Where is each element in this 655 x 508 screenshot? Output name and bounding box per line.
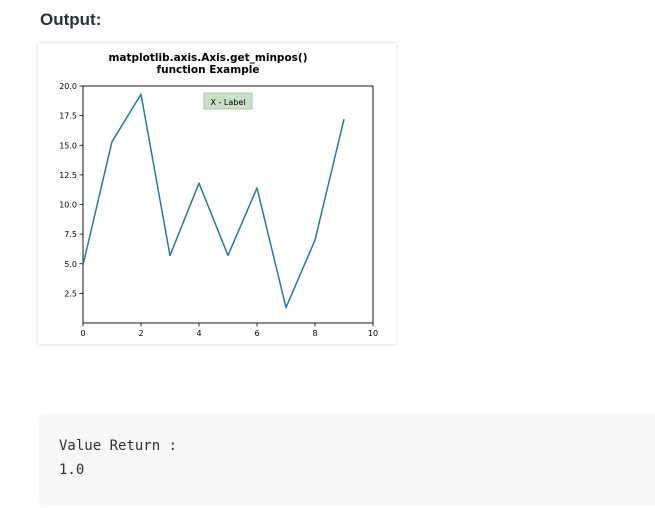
output-line-value-label: Value Return : (59, 438, 178, 454)
y-tick-label-7.5: 7.5 (64, 230, 77, 239)
y-tick-label-12.5: 12.5 (59, 171, 77, 180)
x-tick-label-2: 2 (138, 329, 143, 338)
chart-figure: matplotlib.axis.Axis.get_minpos() functi… (38, 43, 396, 344)
x-tick-label-6: 6 (254, 329, 259, 338)
y-tick-label-15: 15.0 (59, 141, 77, 150)
y-tick-label-10: 10.0 (59, 201, 77, 210)
output-heading: Output: (40, 10, 102, 29)
x-tick-label-0: 0 (80, 329, 85, 338)
line-chart: matplotlib.axis.Axis.get_minpos() functi… (59, 52, 378, 338)
y-tick-label-2.5: 2.5 (64, 289, 77, 298)
annotation-label: X - Label (210, 98, 245, 107)
x-tick-label-10: 10 (368, 329, 378, 338)
chart-title-line-2: function Example (157, 64, 260, 76)
series-line-0 (82, 93, 345, 309)
y-tick-label-5: 5.0 (64, 260, 77, 269)
y-tick-label-20: 20.0 (59, 82, 77, 91)
output-line-value: 1.0 (59, 462, 85, 478)
x-tick-label-8: 8 (312, 329, 317, 338)
output-code-block: Value Return : 1.0 (39, 414, 655, 505)
annotation-box (203, 92, 253, 110)
chart-title-line-1: matplotlib.axis.Axis.get_minpos() (108, 52, 307, 64)
y-tick-label-17.5: 17.5 (59, 112, 77, 121)
plot-frame (82, 85, 374, 324)
x-tick-label-4: 4 (196, 329, 201, 338)
